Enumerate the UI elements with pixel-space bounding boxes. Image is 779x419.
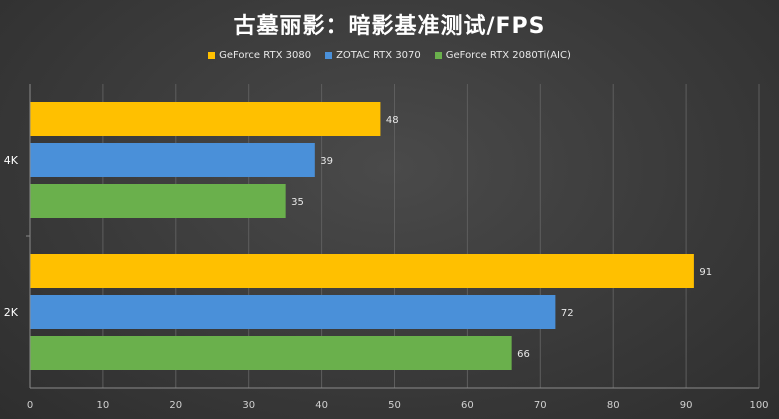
data-label-4k-2: 35: [291, 197, 304, 208]
legend-item-rtx3080: GeForce RTX 3080: [208, 50, 311, 61]
category-label-4k: 4K: [4, 154, 19, 167]
legend: GeForce RTX 3080 ZOTAC RTX 3070 GeForce …: [0, 50, 779, 61]
legend-item-rtx2080ti: GeForce RTX 2080Ti(AIC): [434, 50, 571, 61]
data-label-2k-0: 91: [699, 267, 712, 278]
legend-label-rtx3070: ZOTAC RTX 3070: [336, 50, 421, 61]
bar-2k-1: [30, 295, 556, 329]
x-tick-label-30: 30: [242, 400, 255, 411]
x-tick-label-10: 10: [97, 400, 110, 411]
bar-4k-2: [30, 184, 286, 218]
x-tick-label-70: 70: [534, 400, 547, 411]
bar-2k-0: [30, 254, 694, 288]
legend-swatch-rtx3080: [208, 52, 216, 59]
x-tick-label-90: 90: [680, 400, 693, 411]
legend-label-rtx2080ti: GeForce RTX 2080Ti(AIC): [445, 50, 571, 61]
x-tick-label-60: 60: [461, 400, 474, 411]
legend-label-rtx3080: GeForce RTX 3080: [219, 50, 312, 61]
x-tick-label-40: 40: [315, 400, 328, 411]
category-label-2k: 2K: [4, 306, 19, 319]
x-tick-label-20: 20: [169, 400, 182, 411]
data-label-2k-1: 72: [561, 308, 574, 319]
legend-swatch-rtx2080ti: [434, 52, 442, 59]
legend-item-rtx3070: ZOTAC RTX 3070: [325, 50, 421, 61]
data-label-4k-0: 48: [386, 115, 399, 126]
x-tick-label-0: 0: [27, 400, 33, 411]
legend-swatch-rtx3070: [325, 52, 333, 59]
data-label-2k-2: 66: [517, 349, 530, 360]
bar-4k-0: [30, 102, 381, 136]
x-tick-label-80: 80: [607, 400, 620, 411]
data-label-4k-1: 39: [320, 156, 333, 167]
chart-title: 古墓丽影：暗影基准测试/FPS: [233, 14, 546, 39]
x-tick-label-100: 100: [749, 400, 768, 411]
bar-4k-1: [30, 143, 315, 177]
bar-2k-2: [30, 336, 512, 370]
x-tick-label-50: 50: [388, 400, 401, 411]
